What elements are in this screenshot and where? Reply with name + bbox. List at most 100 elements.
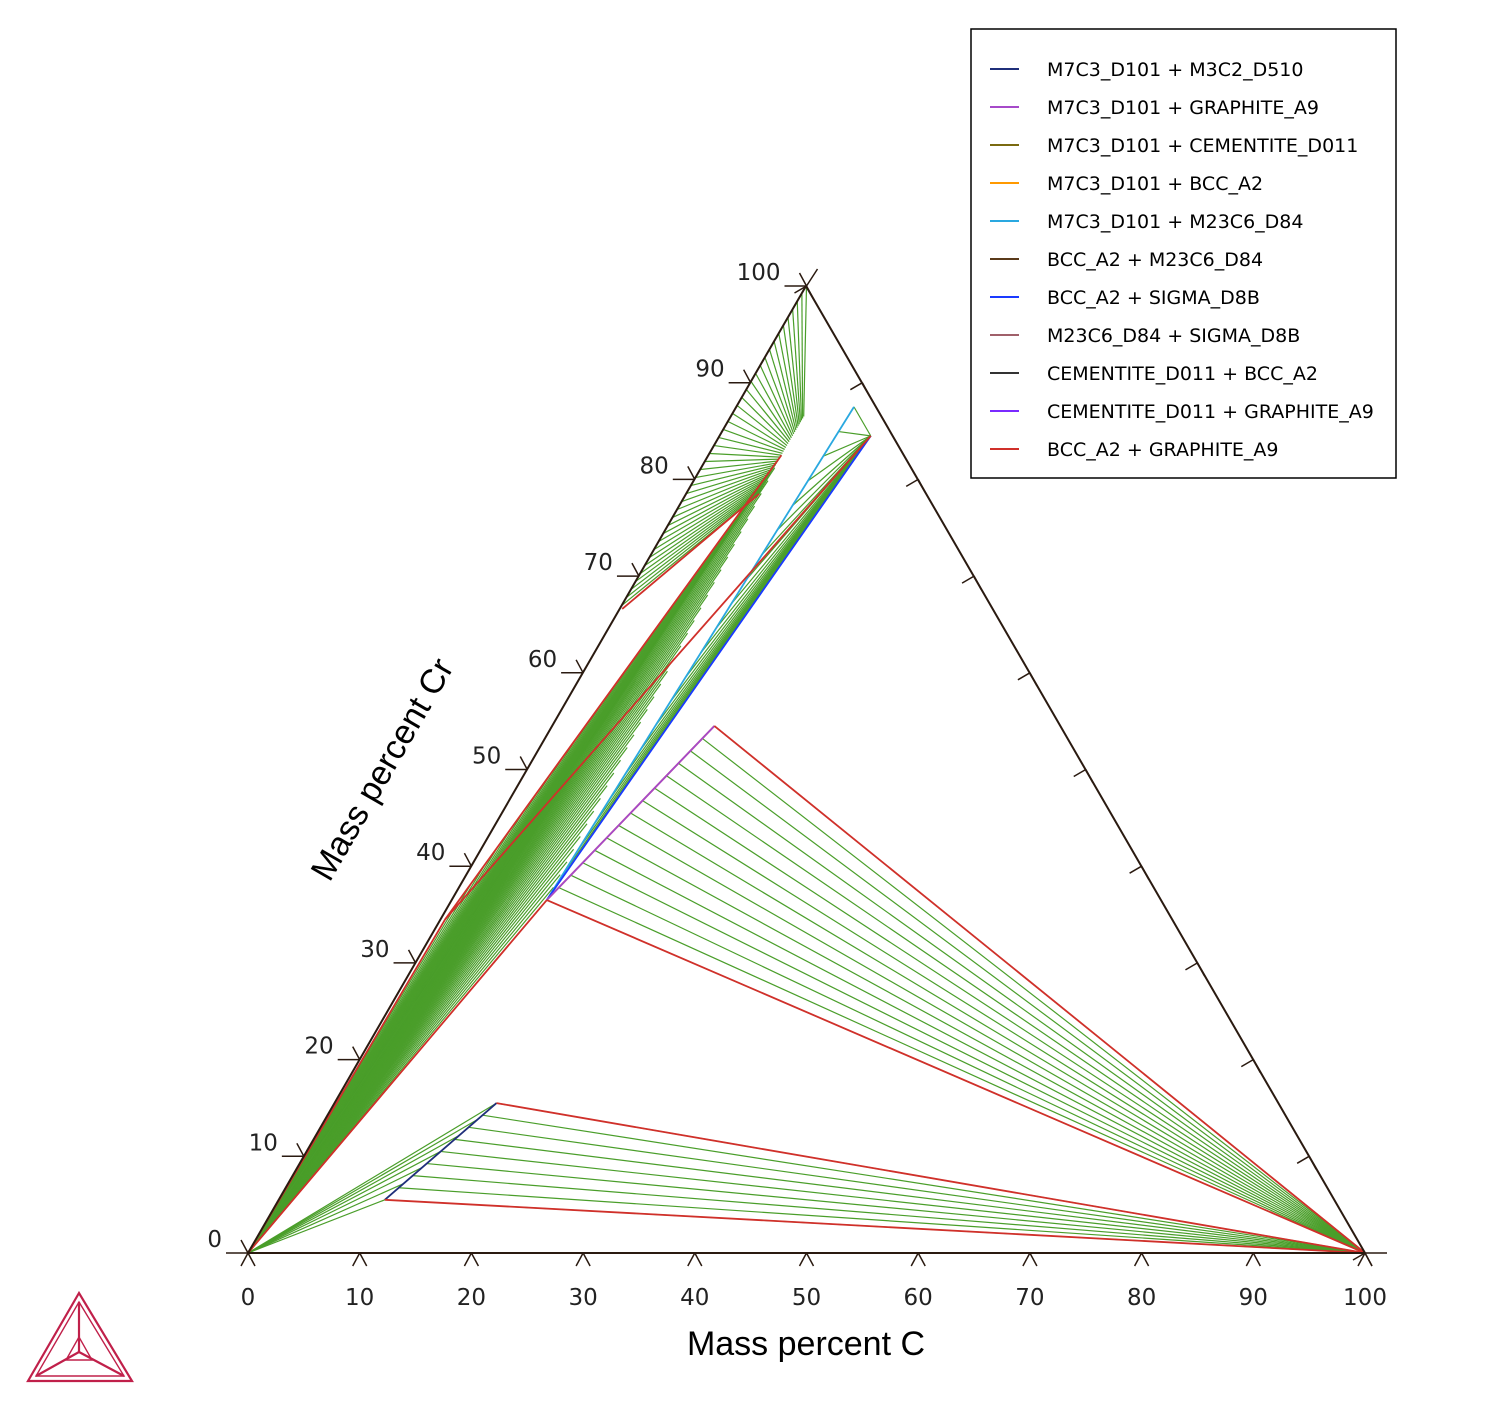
y-tick [296, 1142, 305, 1157]
y-tick-label: 50 [472, 744, 501, 770]
tieline [247, 1102, 497, 1254]
x-tick [910, 1252, 919, 1267]
r-tick [973, 575, 982, 590]
x-tick [1133, 1252, 1143, 1267]
x-tick [1364, 1252, 1373, 1267]
legend-label: M7C3_D101 + M23C6_D84 [1047, 211, 1303, 233]
x-tick [694, 1252, 703, 1267]
phase-boundary [621, 493, 760, 610]
tieline [644, 483, 765, 566]
legend-label: CEMENTITE_D011 + GRAPHITE_A9 [1047, 401, 1374, 423]
legend-label: M7C3_D101 + CEMENTITE_D011 [1047, 135, 1358, 157]
tieline [755, 373, 792, 439]
x-tick-label: 10 [345, 1285, 374, 1311]
legend-label: M7C3_D101 + GRAPHITE_A9 [1047, 97, 1319, 119]
r-tick [1017, 672, 1031, 681]
phase-boundary [444, 435, 872, 920]
tieline [737, 405, 788, 447]
tieline [782, 325, 799, 427]
tieline [746, 389, 790, 443]
tieline [801, 293, 804, 419]
r-tick [1140, 865, 1150, 880]
x-tick-label: 80 [1127, 1285, 1156, 1311]
axis-ticks: 0 0 10 10 20 20 30 30 40 40 50 50 60 60 70 70 80 80 90 90 10… [207, 260, 1387, 1311]
tieline [247, 1150, 441, 1254]
y-tick-label: 70 [584, 550, 613, 576]
phase-boundary [546, 435, 872, 901]
tieline [468, 1126, 1366, 1254]
y-tick-label: 90 [695, 357, 724, 383]
tieline [640, 485, 764, 574]
r-tick [794, 285, 807, 294]
y-tick [519, 756, 528, 770]
x-tick-label: 30 [568, 1285, 597, 1311]
tieline [482, 1114, 1366, 1254]
tieline [631, 489, 762, 590]
tieline [714, 444, 782, 456]
x-tick [805, 1252, 815, 1267]
r-tick [1129, 865, 1142, 874]
x-tick [1357, 1252, 1366, 1267]
legend: M7C3_D101 + M3C2_D510 M7C3_D101 + GRAPHIT… [970, 28, 1397, 479]
region-1 [546, 725, 1366, 1254]
x-tick [575, 1252, 584, 1267]
x-tick [359, 1252, 368, 1267]
tieline [750, 381, 791, 441]
x-tick-label: 100 [1343, 1285, 1387, 1311]
region-4 [247, 454, 782, 1254]
r-tick [849, 382, 863, 391]
phase-boundary [546, 406, 855, 901]
tieline [702, 737, 1366, 1254]
y-tick-label: 20 [304, 1034, 333, 1060]
y-tick [631, 562, 640, 577]
tieline [691, 464, 776, 487]
r-tick [961, 575, 975, 584]
tieline [718, 436, 783, 454]
r-tick [1352, 1252, 1366, 1261]
phase-boundary [713, 725, 1366, 1254]
corner-tick [805, 268, 819, 287]
phase-boundary [546, 725, 715, 901]
tieline [741, 397, 789, 445]
tieline [582, 862, 1366, 1254]
tieline [778, 333, 798, 429]
x-tick-label: 40 [680, 1285, 709, 1311]
tieline [558, 887, 1366, 1254]
tieline [606, 837, 1366, 1254]
x-tick-label: 0 [241, 1285, 256, 1311]
tieline [654, 479, 768, 550]
r-tick [1296, 1155, 1310, 1164]
legend-box [970, 28, 1397, 479]
phase-boundary [546, 899, 1366, 1254]
tieline [440, 1150, 1366, 1254]
tieline [398, 1187, 1366, 1254]
tieline [764, 357, 795, 435]
x-tick [687, 1252, 696, 1267]
y-tick [240, 1239, 249, 1254]
x-tick [1140, 1252, 1150, 1267]
legend-label: M7C3_D101 + BCC_A2 [1047, 173, 1263, 195]
thermo-calc-logo [26, 1290, 134, 1383]
x-tick [1022, 1252, 1031, 1267]
tieline-regions [247, 285, 1366, 1254]
tieline [686, 466, 775, 494]
y-tick-label: 40 [416, 840, 445, 866]
y-tick [687, 466, 696, 480]
tieline [247, 1118, 479, 1254]
tieline [807, 435, 872, 482]
x-tick [352, 1252, 361, 1267]
tieline [247, 1199, 386, 1254]
tieline [649, 481, 767, 558]
tieline [666, 775, 1366, 1254]
tieline [695, 462, 778, 479]
tieline [658, 477, 769, 542]
phase-boundary [384, 1102, 498, 1201]
tieline [412, 1175, 1366, 1254]
r-tick [1073, 768, 1087, 778]
tieline [709, 452, 781, 458]
x-tick [247, 1252, 256, 1267]
tieline [247, 454, 782, 1254]
tieline [823, 435, 871, 457]
tieline [796, 301, 803, 421]
r-tick [1185, 962, 1198, 971]
